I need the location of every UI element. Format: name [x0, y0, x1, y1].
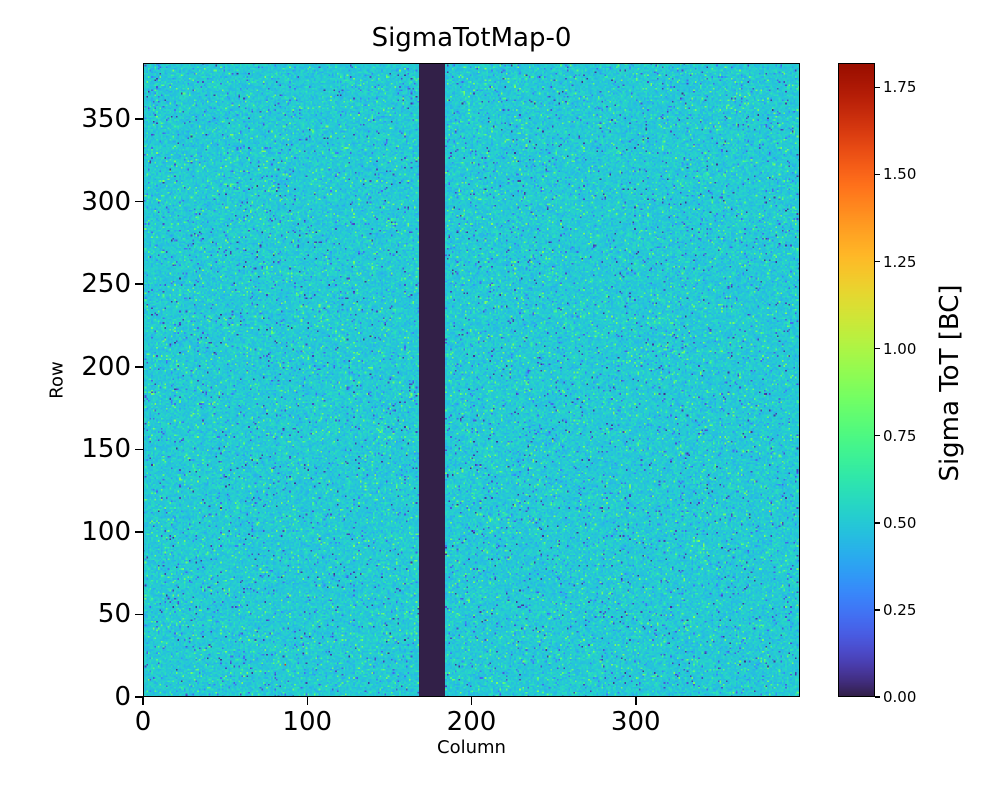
colorbar-tick-mark — [875, 347, 880, 350]
colorbar-tick-mark — [875, 260, 880, 263]
x-tick-label: 100 — [282, 707, 333, 737]
y-tick-mark — [135, 283, 143, 285]
y-tick-mark — [135, 696, 143, 698]
x-tick-mark — [635, 697, 637, 705]
x-tick-label: 300 — [610, 707, 661, 737]
x-tick-mark — [142, 697, 144, 705]
x-tick-mark — [306, 697, 308, 705]
colorbar-tick-label: 0.75 — [883, 426, 917, 445]
y-tick-mark — [135, 613, 143, 616]
y-tick-label: 250 — [81, 269, 131, 300]
heatmap-canvas — [143, 63, 800, 697]
x-axis-label: Column — [437, 737, 506, 758]
colorbar-tick-label: 1.25 — [883, 252, 917, 271]
colorbar-tick-label: 1.75 — [883, 78, 917, 97]
colorbar-tick-mark — [875, 86, 880, 89]
y-tick-label: 0 — [114, 682, 131, 712]
colorbar-tick-label: 0.25 — [883, 600, 917, 619]
y-tick-label: 100 — [81, 516, 131, 547]
y-tick-label: 300 — [81, 186, 131, 217]
colorbar-tick-mark — [875, 173, 880, 176]
colorbar-tick-mark — [875, 696, 880, 698]
x-tick-label: 0 — [134, 707, 152, 737]
colorbar-tick-mark — [875, 434, 880, 437]
y-tick-label: 200 — [81, 351, 131, 382]
y-tick-mark — [135, 200, 143, 203]
y-tick-label: 350 — [81, 104, 131, 135]
y-tick-mark — [135, 531, 143, 533]
y-tick-mark — [135, 366, 143, 368]
colorbar-tick-label: 0.50 — [883, 513, 917, 532]
colorbar-tick-label: 1.00 — [883, 339, 917, 358]
colorbar-tick-label: 0.00 — [883, 688, 917, 706]
x-tick-mark — [470, 697, 473, 705]
y-tick-mark — [135, 448, 143, 451]
colorbar-label: Sigma ToT [BC] — [935, 284, 965, 482]
colorbar-tick-label: 1.50 — [883, 165, 917, 184]
x-tick-label: 200 — [446, 707, 497, 737]
chart-title: SigmaTotMap-0 — [371, 23, 572, 53]
colorbar-canvas — [838, 63, 875, 697]
y-tick-label: 50 — [97, 599, 131, 630]
colorbar-tick-mark — [875, 609, 880, 611]
y-tick-label: 150 — [81, 434, 131, 465]
y-tick-mark — [135, 118, 143, 120]
colorbar-tick-mark — [875, 522, 880, 524]
